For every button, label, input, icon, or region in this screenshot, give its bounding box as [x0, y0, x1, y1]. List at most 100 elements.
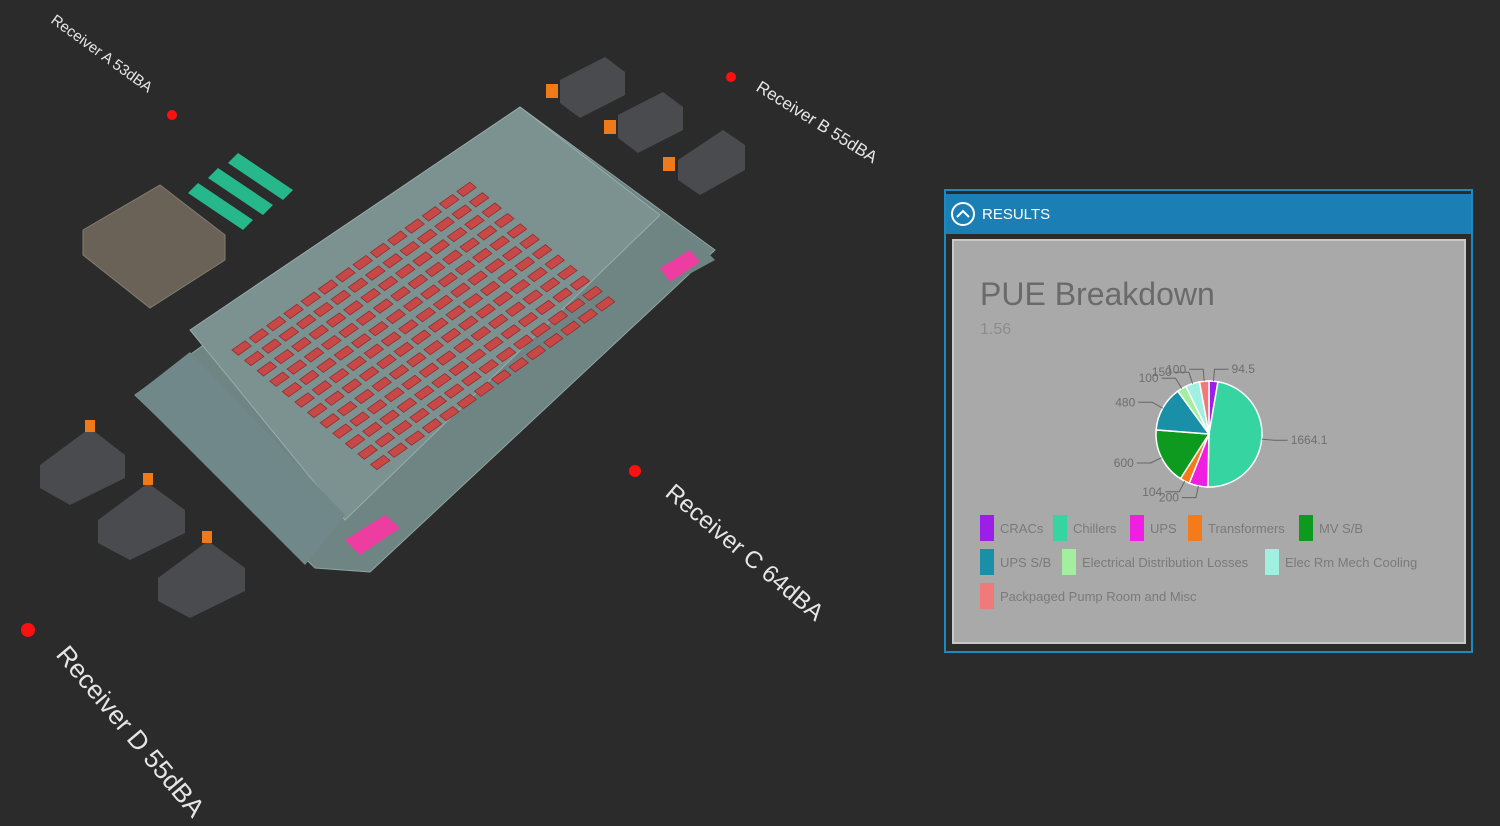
rack [313, 301, 334, 318]
rack [508, 357, 529, 373]
legend-label: MV S/B [1319, 521, 1363, 536]
rack [406, 352, 427, 368]
rack [387, 442, 408, 458]
rack [443, 383, 465, 399]
rack [514, 256, 536, 272]
rack [429, 239, 451, 255]
rack [479, 280, 501, 297]
legend-swatch [1062, 549, 1076, 575]
rack [332, 423, 353, 439]
rack [362, 421, 383, 438]
chart-title: PUE Breakdown [980, 276, 1215, 312]
rack [495, 346, 517, 363]
rack [281, 381, 303, 398]
legend-swatch [1299, 515, 1313, 541]
rack [401, 374, 422, 391]
rack [294, 392, 315, 408]
leader-line [1174, 371, 1194, 384]
collapse-chevron[interactable] [956, 209, 970, 218]
leader-line [1161, 377, 1183, 389]
rack [371, 376, 393, 392]
electrical-room [135, 352, 345, 565]
rack [416, 228, 438, 245]
rack [467, 270, 488, 286]
legend-swatch [980, 549, 994, 575]
rack [594, 296, 616, 312]
rack [473, 381, 495, 397]
rack [484, 258, 506, 274]
rack [398, 319, 419, 335]
rack [374, 432, 396, 448]
rack [464, 214, 485, 231]
data-label: 150 [1152, 365, 1172, 379]
rack [421, 418, 443, 434]
data-label: 100 [1139, 371, 1159, 385]
rack [286, 359, 308, 375]
rack [291, 336, 312, 353]
rack [501, 245, 523, 262]
rack [387, 230, 408, 246]
rack [456, 181, 477, 198]
leader-line [1165, 480, 1186, 493]
tank [82, 184, 226, 309]
data-label: 200 [1159, 491, 1179, 505]
rack [527, 266, 548, 283]
rack [390, 286, 411, 302]
rack [560, 320, 581, 336]
rack [448, 360, 470, 377]
rack [517, 311, 539, 328]
collapse-icon[interactable] [951, 202, 975, 226]
rack [388, 364, 410, 380]
rack [336, 400, 358, 417]
panel-header [946, 194, 1471, 234]
rack [505, 301, 526, 317]
rack [376, 353, 397, 370]
rack [409, 407, 430, 424]
legend-swatch [980, 583, 994, 609]
rack [379, 409, 400, 425]
rack [428, 317, 449, 333]
rack [457, 315, 479, 331]
rack [269, 371, 290, 387]
receiver-points [21, 72, 736, 637]
rack [278, 326, 300, 342]
rack [487, 313, 509, 330]
rack [355, 310, 377, 326]
rack [451, 204, 473, 220]
rack [494, 212, 515, 229]
rack [418, 362, 440, 378]
rack [333, 345, 355, 361]
rack [453, 338, 474, 354]
rack [243, 350, 265, 367]
rack [404, 430, 426, 446]
rack [547, 310, 569, 326]
rack [577, 308, 599, 324]
rack [308, 324, 330, 340]
rack [542, 332, 564, 349]
receiver-label: Receiver C 64dBA [660, 479, 829, 627]
rack [328, 367, 350, 384]
legend-label: CRACs [1000, 521, 1044, 536]
rack [335, 267, 356, 283]
chart-subtitle: 1.56 [980, 321, 1011, 338]
leader-line [1136, 457, 1162, 464]
legend-label: Packpaged Pump Room and Misc [1000, 589, 1197, 604]
rack [481, 202, 503, 218]
pump-rooms [345, 250, 700, 555]
rack [344, 433, 366, 450]
rack [369, 242, 391, 259]
rack [492, 291, 514, 307]
rack [513, 334, 534, 350]
rack [273, 348, 295, 365]
rack [412, 251, 433, 267]
rack [321, 334, 342, 351]
rack [358, 366, 380, 382]
rack [564, 297, 586, 314]
rack [303, 347, 325, 363]
rack [491, 369, 512, 385]
collapse-button[interactable] [951, 202, 975, 226]
rack [552, 287, 573, 303]
rack [442, 249, 463, 265]
